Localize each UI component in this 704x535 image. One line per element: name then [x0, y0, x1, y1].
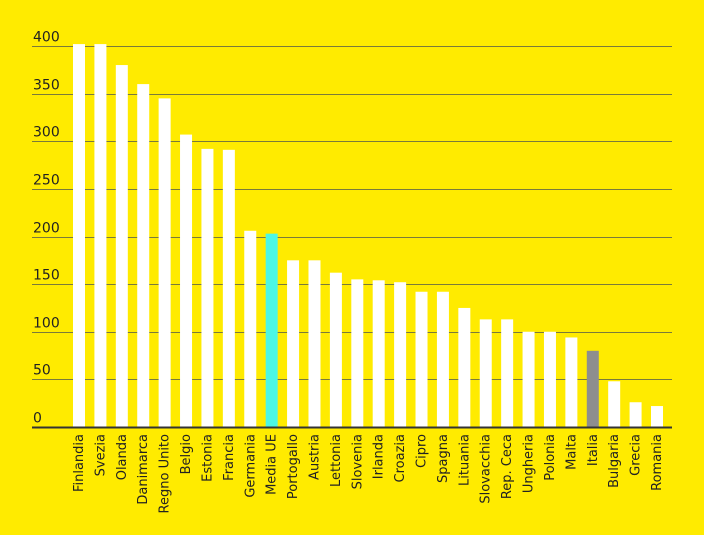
x-tick-label-olanda: Olanda [115, 434, 130, 480]
x-tick-label-svezia: Svezia [93, 434, 108, 476]
bar-grecia [629, 402, 642, 427]
x-tick-label-cipro: Cipro [415, 434, 430, 468]
x-tick-label-rep-ceca: Rep. Ceca [500, 434, 515, 499]
x-tick-label-grecia: Grecia [629, 434, 644, 476]
bar-regno-unito [158, 98, 171, 427]
x-tick-label-slovenia: Slovenia [350, 434, 365, 489]
bar-slovacchia [479, 319, 492, 427]
bar-malta [565, 337, 578, 427]
y-tick-label-0: 0 [33, 411, 42, 427]
x-tick-label-lettonia: Lettonia [329, 434, 344, 487]
bar-finlandia [73, 44, 85, 427]
x-tick-label-belgio: Belgio [179, 434, 194, 474]
bar-lettonia [329, 272, 342, 427]
x-tick-label-portogallo: Portogallo [286, 434, 301, 499]
bar-olanda [115, 65, 128, 428]
y-tick-label-300: 300 [33, 125, 60, 141]
x-tick-label-polonia: Polonia [543, 434, 558, 481]
bar-slovenia [351, 279, 364, 427]
x-tick-label-malta: Malta [564, 434, 579, 470]
bar-polonia [543, 331, 556, 427]
bar-media-ue [265, 233, 278, 427]
bar-belgio [180, 134, 193, 427]
x-tick-label-finlandia: Finlandia [72, 434, 87, 492]
bar-germania [244, 230, 257, 427]
x-tick-label-estonia: Estonia [200, 434, 215, 482]
y-tick-label-400: 400 [33, 30, 60, 46]
bar-spagna [436, 291, 449, 427]
x-tick-label-bulgaria: Bulgaria [607, 434, 622, 488]
x-axis-category-labels: Finlandia Svezia Olanda Danimarca Regno Unit… [72, 434, 665, 513]
x-tick-label-austria: Austria [307, 434, 322, 480]
bar-svezia [94, 44, 107, 427]
bar-cipro [415, 291, 428, 427]
x-tick-label-romania: Romania [650, 434, 665, 491]
y-tick-label-350: 350 [33, 78, 60, 94]
y-tick-label-100: 100 [33, 316, 60, 332]
y-tick-label-200: 200 [33, 221, 60, 237]
bar-ungheria [522, 331, 535, 427]
bar-croazia [394, 282, 407, 427]
x-tick-label-spagna: Spagna [436, 434, 451, 483]
bar-romania [651, 406, 663, 427]
bar-rep-ceca [501, 319, 514, 427]
bar-italia [586, 350, 599, 427]
x-tick-label-francia: Francia [222, 434, 237, 481]
x-tick-label-ungheria: Ungheria [522, 434, 537, 493]
bar-lituania [458, 307, 471, 427]
y-tick-label-150: 150 [33, 268, 60, 284]
y-tick-label-250: 250 [33, 173, 60, 189]
bar-bulgaria [608, 381, 621, 427]
x-tick-label-regno-unito: Regno Unito [158, 434, 173, 513]
x-tick-label-germania: Germania [243, 434, 258, 498]
x-tick-label-croazia: Croazia [393, 434, 408, 482]
y-axis-tick-labels: 0 50 100 150 200 250 300 350 400 [33, 30, 60, 427]
bar-portogallo [287, 260, 300, 427]
x-tick-label-italia: Italia [586, 434, 601, 466]
x-tick-label-irlanda: Irlanda [372, 434, 387, 479]
bars [73, 44, 663, 428]
x-tick-label-slovacchia: Slovacchia [479, 434, 494, 504]
x-tick-label-media-ue: Media UE [265, 434, 280, 495]
x-tick-label-lituania: Lituania [457, 434, 472, 486]
x-tick-label-danimarca: Danimarca [136, 434, 151, 505]
bar-austria [308, 260, 321, 427]
bar-danimarca [137, 84, 150, 427]
bar-irlanda [372, 280, 385, 427]
bar-francia [222, 149, 235, 427]
y-tick-label-50: 50 [33, 363, 51, 379]
bar-estonia [201, 148, 214, 427]
